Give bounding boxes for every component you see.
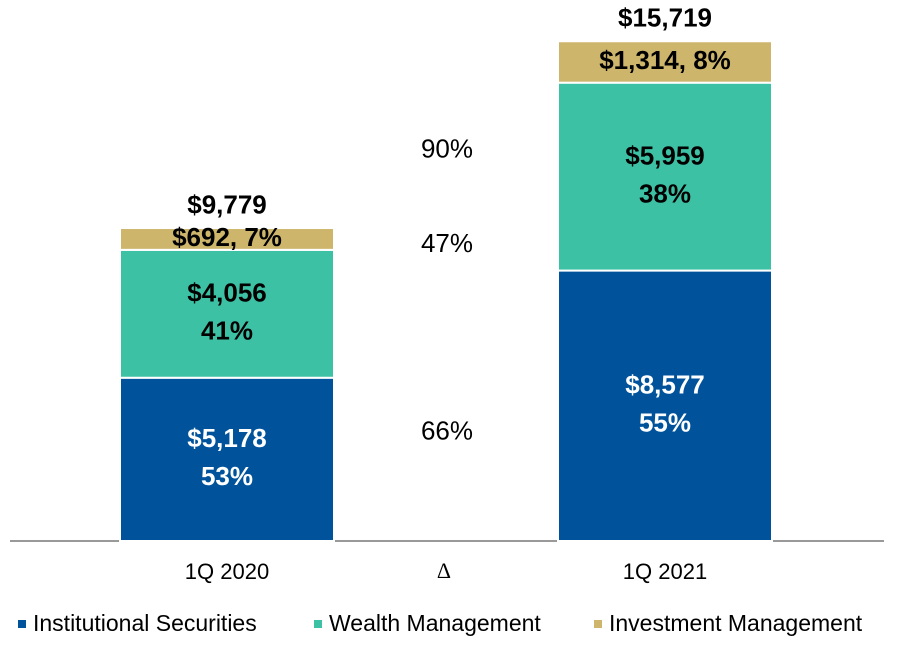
bar-segment	[119, 227, 335, 251]
value-label: $4,056	[187, 278, 267, 308]
bar-segment	[557, 40, 773, 84]
x-tick-label: 1Q 2020	[185, 559, 269, 584]
bar-segment	[557, 81, 773, 272]
legend-swatch	[18, 620, 26, 628]
share-label: 55%	[639, 408, 691, 438]
value-label: $692, 7%	[172, 222, 282, 252]
legend-label: Institutional Securities	[33, 610, 257, 636]
total-label: $9,779	[187, 190, 267, 220]
legend-label: Wealth Management	[329, 610, 541, 636]
share-label: 53%	[201, 461, 253, 491]
legend-swatch	[314, 620, 322, 628]
bar-segment	[119, 376, 335, 542]
bar-segment	[557, 269, 773, 542]
share-label: 38%	[639, 179, 691, 209]
share-label: 41%	[201, 316, 253, 346]
change-value: 66%	[421, 415, 473, 445]
value-label: $1,314, 8%	[599, 45, 731, 75]
change-value: 90%	[421, 133, 473, 163]
bar-segment	[119, 248, 335, 379]
value-label: $8,577	[625, 370, 705, 400]
legend-label: Investment Management	[609, 610, 863, 636]
change-label: Δ	[437, 558, 451, 583]
value-label: $5,178	[187, 423, 267, 453]
total-label: $15,719	[618, 2, 712, 32]
change-value: 47%	[421, 228, 473, 258]
x-tick-label: 1Q 2021	[623, 559, 707, 584]
value-label: $5,959	[625, 141, 705, 171]
legend-swatch	[594, 620, 602, 628]
